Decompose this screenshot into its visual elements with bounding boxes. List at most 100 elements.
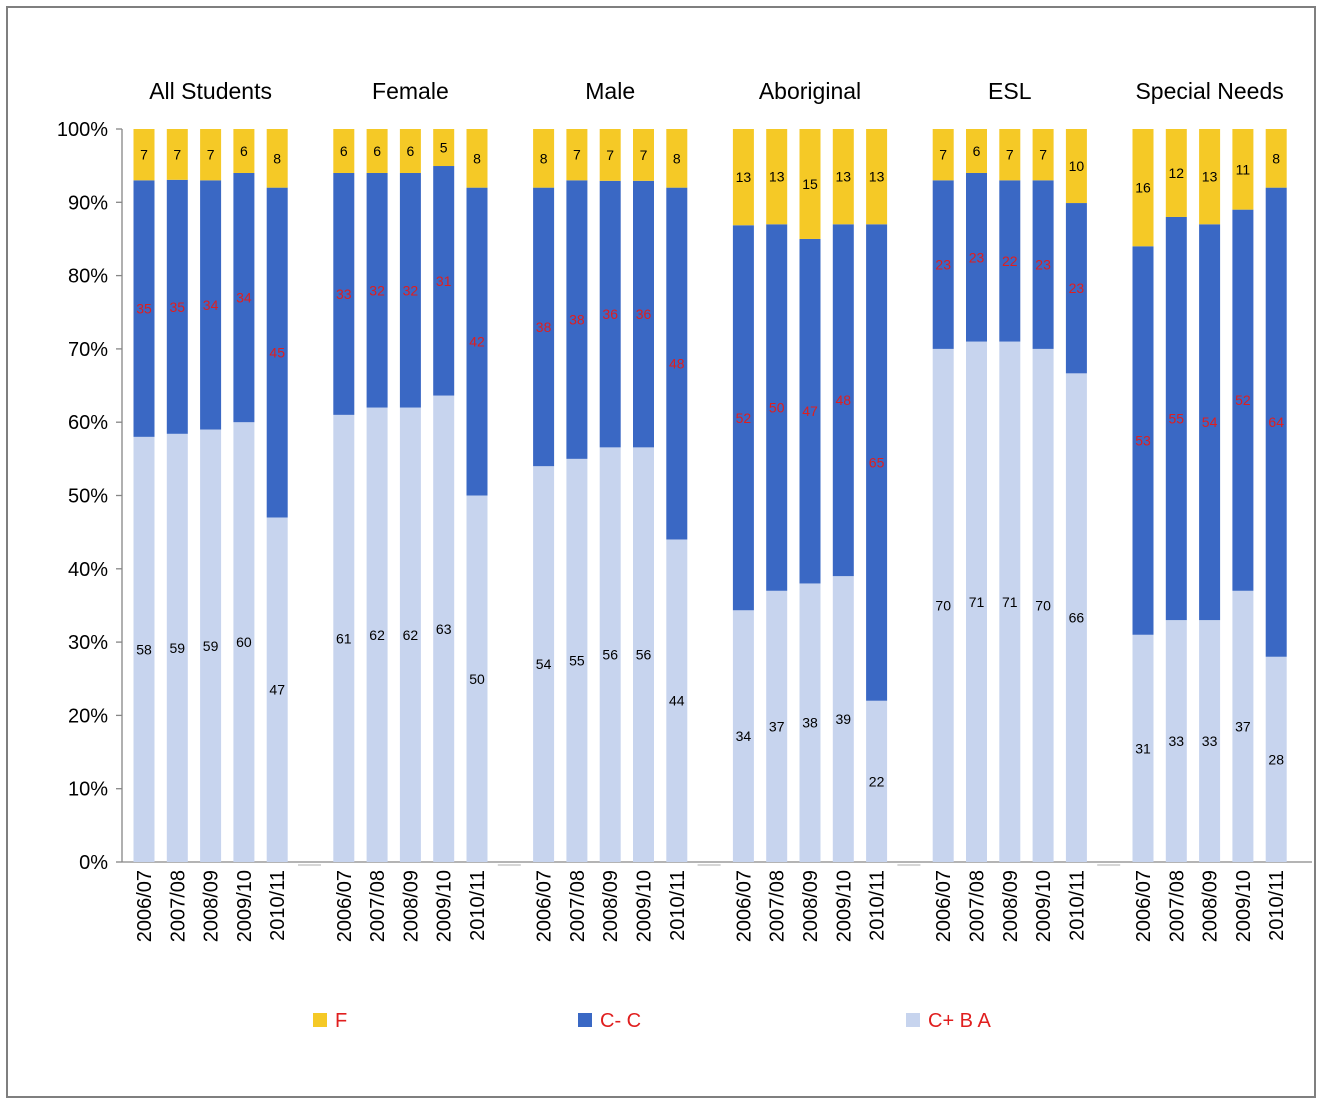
data-label-cba: 47: [269, 682, 285, 698]
bar-segment-f: [633, 129, 654, 181]
x-tick-label: 2006/07: [1133, 870, 1155, 942]
data-label-f: 7: [939, 147, 947, 163]
x-tick-label: 2007/08: [367, 870, 389, 942]
x-tick-label: 2007/08: [567, 870, 589, 942]
data-label-cba: 61: [336, 630, 352, 646]
bar-segment-cc: [666, 187, 688, 540]
data-label-cba: 37: [769, 718, 785, 734]
bar-segment-cba: [599, 447, 621, 862]
bar-segment-cba: [1199, 620, 1221, 862]
bar-segment-f: [1199, 129, 1221, 225]
y-tick-label: 20%: [68, 705, 108, 727]
bar-segment-cc: [333, 172, 355, 415]
data-label-cc: 35: [170, 299, 186, 315]
legend-label-cba: C+ B A: [928, 1010, 991, 1032]
data-label-cba: 37: [1235, 718, 1251, 734]
bar-segment-f: [399, 129, 421, 173]
data-label-f: 6: [240, 143, 248, 159]
x-tick-label: 2006/07: [733, 870, 755, 942]
data-label-f: 12: [1169, 165, 1185, 181]
bar-segment-cba: [366, 407, 388, 862]
x-tick-label: 2009/10: [1033, 870, 1055, 942]
data-label-f: 13: [836, 169, 852, 185]
bar-segment-cba: [932, 348, 954, 862]
data-label-cba: 55: [569, 652, 585, 668]
bar-segment-cc: [732, 225, 754, 611]
bar-segment-f: [1232, 129, 1254, 210]
data-label-f: 16: [1135, 180, 1151, 196]
data-label-cba: 39: [836, 711, 852, 727]
data-label-f: 7: [573, 147, 581, 163]
data-label-cc: 53: [1135, 433, 1151, 449]
bar-segment-cba: [200, 429, 222, 862]
data-label-cc: 33: [336, 286, 352, 302]
data-label-f: 6: [973, 143, 981, 159]
data-label-cba: 63: [436, 621, 452, 637]
data-label-f: 7: [173, 146, 181, 162]
data-label-cc: 31: [436, 273, 452, 289]
bar-segment-cba: [1265, 656, 1287, 862]
legend-swatch-cba: [906, 1013, 920, 1027]
x-tick-label: 2008/09: [201, 870, 223, 942]
data-label-cc: 55: [1169, 411, 1185, 427]
bar-segment-f: [932, 129, 954, 181]
group-title: ESL: [988, 78, 1032, 104]
data-label-cba: 22: [869, 773, 885, 789]
bar-segment-f: [1032, 129, 1054, 181]
x-tick-label: 2008/09: [800, 870, 822, 942]
data-label-f: 13: [769, 169, 785, 185]
data-label-cba: 56: [602, 647, 618, 663]
bar-segment-cba: [1065, 373, 1087, 862]
bar-segment-cc: [1065, 203, 1087, 374]
y-tick-label: 70%: [68, 339, 108, 361]
data-label-cba: 54: [536, 656, 552, 672]
group-title: Male: [585, 78, 635, 104]
bar-segment-f: [466, 129, 488, 188]
bar-segment-cc: [999, 180, 1021, 342]
bar-segment-f: [1265, 129, 1287, 188]
data-label-cc: 32: [403, 282, 419, 298]
bar-segment-cc: [966, 172, 987, 342]
x-tick-label: 2010/11: [267, 870, 289, 941]
y-tick-label: 0%: [79, 852, 108, 874]
data-label-f: 8: [540, 150, 548, 166]
group-title: Special Needs: [1135, 78, 1283, 104]
data-label-cba: 71: [1002, 594, 1018, 610]
data-label-cba: 34: [736, 728, 752, 744]
data-label-cc: 64: [1268, 414, 1284, 430]
bar-segment-cc: [932, 180, 954, 349]
bar-segment-cc: [433, 166, 455, 396]
bar-segment-cba: [1132, 634, 1154, 862]
data-label-cc: 34: [203, 297, 219, 313]
legend-label-cc: C- C: [600, 1010, 641, 1032]
bar-segment-f: [1065, 129, 1087, 204]
bar-segment-f: [666, 129, 688, 188]
data-label-cc: 50: [769, 400, 785, 416]
bar-segment-cba: [766, 590, 788, 862]
bar-segment-f: [966, 129, 987, 173]
bar-segment-cba: [266, 517, 288, 862]
data-label-cc: 34: [236, 290, 252, 306]
x-tick-label: 2009/10: [234, 870, 256, 942]
bar-segment-cba: [732, 610, 754, 862]
x-tick-label: 2008/09: [400, 870, 422, 942]
bar-segment-cba: [466, 495, 488, 862]
y-tick-label: 50%: [68, 486, 108, 508]
data-label-cba: 56: [636, 647, 652, 663]
bar-segment-cba: [533, 466, 555, 862]
bar-segment-cc: [1165, 216, 1187, 621]
data-label-cba: 33: [1202, 733, 1218, 749]
group-title: Aboriginal: [759, 78, 861, 104]
data-label-cba: 70: [1035, 597, 1051, 613]
data-label-f: 5: [440, 140, 448, 156]
bar-segment-cc: [233, 172, 255, 423]
data-label-cc: 36: [602, 306, 618, 322]
bar-segment-cc: [1199, 224, 1221, 621]
bar-segment-cc: [200, 180, 222, 430]
bar-segment-f: [999, 129, 1021, 181]
bar-segment-f: [200, 129, 222, 181]
bar-segment-cba: [999, 341, 1021, 862]
x-tick-label: 2010/11: [1066, 870, 1088, 941]
bar-segment-cc: [766, 224, 788, 591]
